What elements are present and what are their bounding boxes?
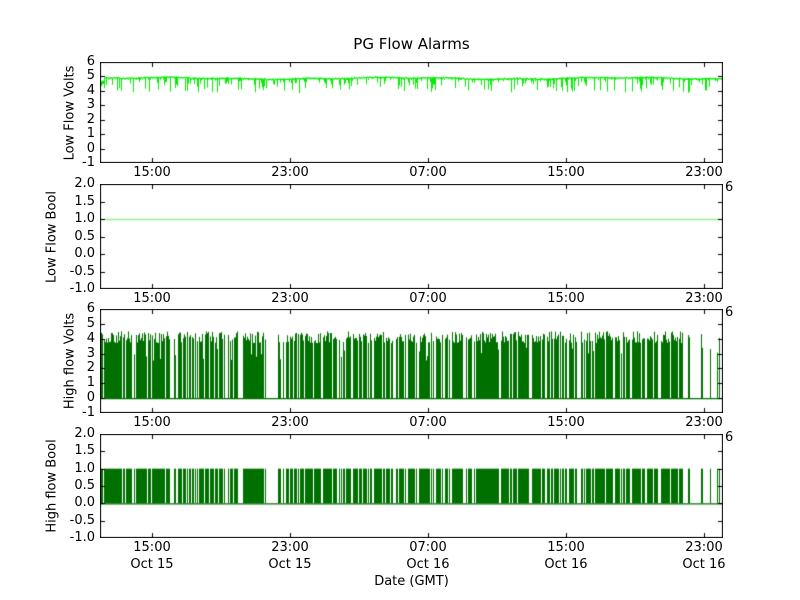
x-date-label: Oct 15 — [130, 557, 174, 572]
x-tick-label: 23:00 — [685, 540, 723, 555]
subplot-high-flow-volts: High flow Volts 6 15:00 23:00 07:00 15:00 23… — [63, 305, 734, 430]
y-tick-label: 6 — [86, 54, 95, 69]
x-tick-label: 07:00 — [409, 291, 447, 306]
x-date-label: Oct 16 — [544, 557, 588, 572]
x-tick-label: 23:00 — [685, 291, 723, 306]
y-tick-label: -1.0 — [69, 281, 95, 296]
y-tick-label: 1 — [86, 375, 95, 390]
y-tick-label: 3 — [86, 97, 95, 112]
x-tick-label: 15:00 — [133, 540, 171, 555]
y-tick-label: -1 — [82, 155, 95, 170]
y-tick-label: 6 — [86, 301, 95, 316]
corner-label-low-flow-bool: 6 — [725, 180, 734, 195]
y-tick-label: 0.5 — [74, 229, 95, 244]
y-tick-label: 1 — [86, 126, 95, 141]
x-tick-label: 07:00 — [409, 165, 447, 180]
x-tick-label: 23:00 — [685, 415, 723, 430]
y-tick-label: 1.5 — [74, 194, 95, 209]
x-tick-label: 15:00 — [547, 291, 585, 306]
x-tick-label: 15:00 — [547, 165, 585, 180]
chart-title: PG Flow Alarms — [353, 35, 470, 53]
y-tick-label: 2 — [86, 112, 95, 127]
y-tick-label: 0 — [86, 390, 95, 405]
y-tick-label: 4 — [86, 331, 95, 346]
y-tick-label: -1.0 — [69, 530, 95, 545]
y-tick-label: 1.5 — [74, 443, 95, 458]
y-tick-label: 4 — [86, 83, 95, 98]
y-tick-label: 5 — [86, 316, 95, 331]
low-flow-volts-plot-canvas — [100, 62, 723, 163]
y-tick-label: 0.0 — [74, 246, 95, 261]
y-tick-label: 2.0 — [74, 426, 95, 441]
y-tick-label: -1 — [82, 405, 95, 420]
x-tick-label: 07:00 — [409, 415, 447, 430]
subplot-low-flow-volts: Low Flow Volts 15:00 23:00 07:00 15:00 23:00 — [63, 62, 723, 180]
subplot-high-flow-bool: High flow Bool 6 15:00 23:00 07:00 15:00 23:… — [45, 430, 734, 572]
high-flow-volts-plot-canvas — [100, 309, 723, 413]
y-tick-label: 3 — [86, 346, 95, 361]
y-tick-label: 2 — [86, 360, 95, 375]
x-date-label: Oct 16 — [682, 557, 726, 572]
x-date-label: Oct 16 — [406, 557, 450, 572]
x-date-label: Oct 15 — [268, 557, 312, 572]
corner-label-high-flow-bool: 6 — [725, 430, 734, 445]
y-tick-label: 5 — [86, 68, 95, 83]
x-tick-label: 15:00 — [547, 540, 585, 555]
x-tick-label: 23:00 — [271, 291, 309, 306]
y-tick-label: 1.0 — [74, 461, 95, 476]
x-axis-label: Date (GMT) — [374, 574, 449, 589]
y-tick-label: 2.0 — [74, 176, 95, 191]
x-tick-label: 15:00 — [133, 415, 171, 430]
x-tick-label: 23:00 — [271, 415, 309, 430]
x-tick-label: 15:00 — [133, 291, 171, 306]
corner-label-high-flow-volts: 6 — [725, 305, 734, 320]
x-tick-label: 07:00 — [409, 540, 447, 555]
x-tick-label: 15:00 — [547, 415, 585, 430]
low-flow-bool-plot-canvas — [100, 184, 723, 289]
x-tick-label: 23:00 — [271, 165, 309, 180]
x-tick-label: 23:00 — [271, 540, 309, 555]
y-tick-label: 1.0 — [74, 211, 95, 226]
subplot-low-flow-bool: Low Flow Bool 6 15:00 23:00 07:00 15:00 23:0… — [45, 180, 734, 306]
y-tick-label: 0.0 — [74, 495, 95, 510]
y-tick-label: 0 — [86, 141, 95, 156]
y-tick-label: -0.5 — [69, 264, 95, 279]
y-tick-label: 0.5 — [74, 478, 95, 493]
x-tick-label: 23:00 — [685, 165, 723, 180]
high-flow-bool-plot-canvas — [100, 434, 723, 538]
y-tick-label: -0.5 — [69, 513, 95, 528]
x-tick-label: 15:00 — [133, 165, 171, 180]
